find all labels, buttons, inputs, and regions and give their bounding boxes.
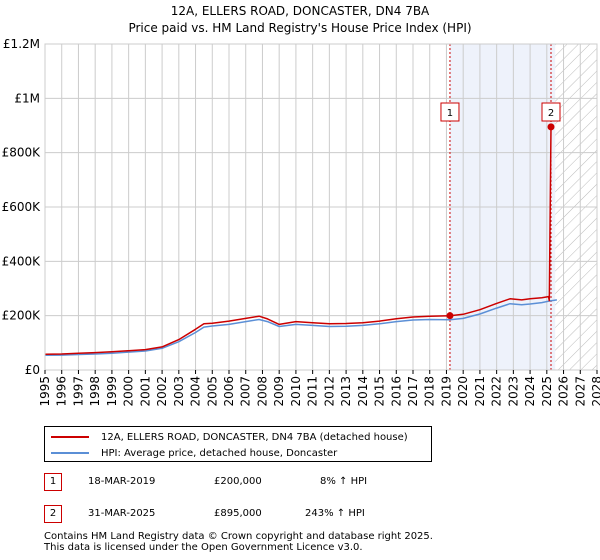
x-tick-label: 2008: [255, 376, 269, 407]
sale-label-box: [541, 102, 561, 122]
x-tick-label: 2027: [573, 376, 587, 407]
x-tick-label: 2003: [172, 376, 186, 407]
transaction-price: £200,000: [214, 476, 262, 487]
footer-attribution: Contains HM Land Registry data © Crown c…: [44, 531, 433, 553]
x-tick-label: 2004: [189, 376, 203, 407]
legend-swatch-hpi: [51, 452, 89, 454]
sale-point: [547, 123, 555, 131]
sale-point: [446, 312, 454, 320]
legend-swatch-price: [51, 436, 89, 438]
x-tick-label: 2020: [456, 376, 470, 407]
y-tick-label: £1M: [14, 91, 40, 105]
x-tick-label: 1996: [55, 376, 69, 407]
price-series-line: [45, 126, 552, 355]
x-tick-label: 2021: [473, 376, 487, 407]
x-tick-label: 2026: [557, 376, 571, 407]
x-tick-label: 2019: [439, 376, 453, 407]
transaction-number-badge: 2: [44, 505, 62, 523]
x-tick-label: 2013: [339, 376, 353, 407]
transaction-number-badge: 1: [44, 473, 62, 491]
footer-line-copyright: Contains HM Land Registry data © Crown c…: [44, 531, 433, 542]
transaction-date: 18-MAR-2019: [88, 476, 156, 487]
y-tick-label: £400K: [2, 254, 42, 268]
y-tick-label: £200K: [2, 309, 42, 323]
transaction-price: £895,000: [214, 508, 262, 519]
footer-line-licence: This data is licensed under the Open Gov…: [44, 542, 363, 553]
x-tick-label: 2024: [523, 376, 537, 407]
y-tick-label: £1.2M: [3, 37, 40, 51]
legend-label-price: 12A, ELLERS ROAD, DONCASTER, DN4 7BA (de…: [101, 431, 408, 443]
y-tick-label: £800K: [2, 146, 42, 160]
transaction-hpi-change: 243% ↑ HPI: [305, 508, 365, 519]
x-tick-label: 2017: [406, 376, 420, 407]
x-tick-label: 1999: [105, 376, 119, 407]
x-tick-label: 1998: [88, 376, 102, 407]
legend-label-hpi: HPI: Average price, detached house, Donc…: [101, 447, 338, 459]
x-tick-label: 2002: [155, 376, 169, 407]
chart-subtitle: Price paid vs. HM Land Registry's House …: [128, 21, 472, 35]
sale-label-box: [440, 102, 460, 122]
x-tick-label: 2023: [506, 376, 520, 407]
x-tick-label: 2000: [122, 376, 136, 407]
y-tick-label: £600K: [2, 200, 42, 214]
x-tick-label: 2005: [205, 376, 219, 407]
x-tick-label: 2010: [289, 376, 303, 407]
x-tick-label: 1995: [38, 376, 52, 407]
y-tick-label: £0: [25, 363, 40, 377]
hpi-series-line: [45, 299, 558, 357]
x-tick-label: 2015: [373, 376, 387, 407]
x-tick-label: 2025: [540, 376, 554, 407]
plot-frame: [44, 43, 598, 371]
x-tick-label: 2012: [322, 376, 336, 407]
x-tick-label: 2009: [272, 376, 286, 407]
transaction-hpi-change: 8% ↑ HPI: [320, 476, 368, 487]
legend-item-price: 12A, ELLERS ROAD, DONCASTER, DN4 7BA (de…: [51, 429, 408, 445]
x-tick-label: 2028: [590, 376, 600, 407]
legend-item-hpi: HPI: Average price, detached house, Donc…: [51, 445, 337, 461]
x-tick-label: 2016: [389, 376, 403, 407]
sale-label-number: 1: [447, 108, 453, 119]
transaction-date: 31-MAR-2025: [88, 508, 156, 519]
x-tick-label: 2007: [239, 376, 253, 407]
x-tick-label: 1997: [71, 376, 85, 407]
x-tick-label: 2006: [222, 376, 236, 407]
x-tick-label: 2018: [423, 376, 437, 407]
chart-title: 12A, ELLERS ROAD, DONCASTER, DN4 7BA: [170, 4, 430, 18]
x-tick-label: 2011: [306, 376, 320, 407]
sale-label-number: 2: [548, 108, 554, 119]
chart-legend: 12A, ELLERS ROAD, DONCASTER, DN4 7BA (de…: [44, 426, 432, 462]
x-tick-label: 2022: [490, 376, 504, 407]
x-tick-label: 2014: [356, 376, 370, 407]
x-tick-label: 2001: [138, 376, 152, 407]
